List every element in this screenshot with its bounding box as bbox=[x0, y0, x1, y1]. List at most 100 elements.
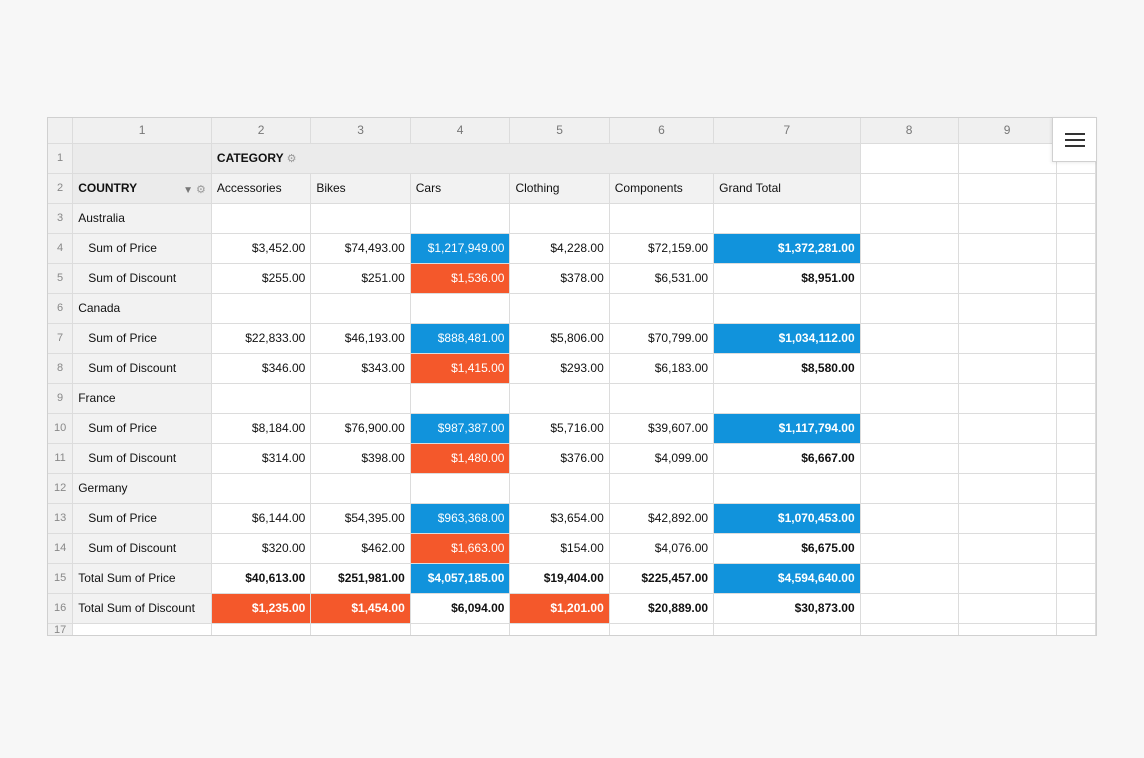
column-header[interactable]: 8 bbox=[860, 118, 959, 144]
grand-total-cell[interactable]: $1,117,794.00 bbox=[713, 413, 861, 444]
empty-cell[interactable] bbox=[609, 473, 715, 504]
category-header-cell[interactable]: CATEGORY ⚙ bbox=[211, 143, 861, 174]
total-row-label[interactable]: Total Sum of Price bbox=[72, 563, 212, 594]
empty-cell[interactable] bbox=[958, 233, 1057, 264]
value-cell[interactable]: $22,833.00 bbox=[211, 323, 312, 354]
empty-cell[interactable] bbox=[609, 203, 715, 234]
empty-cell[interactable] bbox=[1056, 383, 1096, 414]
empty-cell[interactable] bbox=[860, 293, 959, 324]
empty-cell[interactable] bbox=[509, 293, 610, 324]
value-cell[interactable]: $6,183.00 bbox=[609, 353, 715, 384]
value-cell[interactable]: $1,536.00 bbox=[410, 263, 511, 294]
empty-cell[interactable] bbox=[713, 623, 861, 635]
measure-row-label[interactable]: Sum of Price bbox=[72, 413, 212, 444]
empty-cell[interactable] bbox=[1056, 563, 1096, 594]
corner-cell[interactable] bbox=[48, 118, 74, 144]
empty-cell[interactable] bbox=[958, 413, 1057, 444]
empty-cell[interactable] bbox=[310, 473, 411, 504]
value-cell[interactable]: $3,452.00 bbox=[211, 233, 312, 264]
empty-cell[interactable] bbox=[310, 203, 411, 234]
measure-row-label[interactable]: Sum of Price bbox=[72, 233, 212, 264]
row-number[interactable]: 6 bbox=[48, 293, 74, 324]
empty-cell[interactable] bbox=[860, 563, 959, 594]
row-number[interactable]: 5 bbox=[48, 263, 74, 294]
value-cell[interactable]: $378.00 bbox=[509, 263, 610, 294]
row-number[interactable]: 17 bbox=[48, 623, 74, 635]
total-cell[interactable]: $225,457.00 bbox=[609, 563, 715, 594]
empty-cell[interactable] bbox=[860, 353, 959, 384]
row-number[interactable]: 10 bbox=[48, 413, 74, 444]
category-column-header[interactable]: Accessories bbox=[211, 173, 312, 204]
gear-icon[interactable]: ⚙ bbox=[286, 153, 297, 165]
empty-cell[interactable] bbox=[509, 473, 610, 504]
value-cell[interactable]: $293.00 bbox=[509, 353, 610, 384]
empty-cell[interactable] bbox=[310, 623, 411, 635]
column-header[interactable]: 7 bbox=[713, 118, 861, 144]
empty-cell[interactable] bbox=[860, 323, 959, 354]
value-cell[interactable]: $888,481.00 bbox=[410, 323, 511, 354]
value-cell[interactable]: $1,480.00 bbox=[410, 443, 511, 474]
value-cell[interactable]: $8,184.00 bbox=[211, 413, 312, 444]
grand-total-cell[interactable]: $8,580.00 bbox=[713, 353, 861, 384]
empty-cell[interactable] bbox=[958, 293, 1057, 324]
empty-cell[interactable] bbox=[860, 263, 959, 294]
grand-total-cell[interactable]: $1,372,281.00 bbox=[713, 233, 861, 264]
country-row-label[interactable]: France bbox=[72, 383, 212, 414]
empty-cell[interactable] bbox=[860, 623, 959, 635]
empty-cell[interactable] bbox=[860, 593, 959, 624]
empty-cell[interactable] bbox=[609, 383, 715, 414]
empty-cell[interactable] bbox=[958, 533, 1057, 564]
grand-total-cell[interactable]: $8,951.00 bbox=[713, 263, 861, 294]
empty-cell[interactable] bbox=[713, 473, 861, 504]
column-header[interactable]: 2 bbox=[211, 118, 312, 144]
value-cell[interactable]: $54,395.00 bbox=[310, 503, 411, 534]
category-column-header[interactable]: Clothing bbox=[509, 173, 610, 204]
empty-cell[interactable] bbox=[713, 383, 861, 414]
grand-total-cell[interactable]: $1,034,112.00 bbox=[713, 323, 861, 354]
row-number[interactable]: 8 bbox=[48, 353, 74, 384]
empty-cell[interactable] bbox=[860, 413, 959, 444]
value-cell[interactable]: $1,415.00 bbox=[410, 353, 511, 384]
empty-cell[interactable] bbox=[211, 473, 312, 504]
empty-cell[interactable] bbox=[310, 293, 411, 324]
empty-cell[interactable] bbox=[1056, 623, 1096, 635]
measure-row-label[interactable]: Sum of Discount bbox=[72, 443, 212, 474]
grand-total-header[interactable]: Grand Total bbox=[713, 173, 861, 204]
empty-cell[interactable] bbox=[1056, 233, 1096, 264]
country-row-label[interactable]: Germany bbox=[72, 473, 212, 504]
column-header[interactable]: 3 bbox=[310, 118, 411, 144]
value-cell[interactable]: $5,716.00 bbox=[509, 413, 610, 444]
measure-row-label[interactable]: Sum of Price bbox=[72, 323, 212, 354]
column-header[interactable]: 5 bbox=[509, 118, 610, 144]
value-cell[interactable]: $76,900.00 bbox=[310, 413, 411, 444]
empty-cell[interactable] bbox=[958, 323, 1057, 354]
empty-cell[interactable] bbox=[1056, 473, 1096, 504]
empty-cell[interactable] bbox=[1056, 533, 1096, 564]
value-cell[interactable]: $320.00 bbox=[211, 533, 312, 564]
total-cell[interactable]: $19,404.00 bbox=[509, 563, 610, 594]
row-number[interactable]: 11 bbox=[48, 443, 74, 474]
value-cell[interactable]: $987,387.00 bbox=[410, 413, 511, 444]
row-number[interactable]: 12 bbox=[48, 473, 74, 504]
empty-cell[interactable] bbox=[509, 623, 610, 635]
total-cell[interactable]: $1,454.00 bbox=[310, 593, 411, 624]
total-cell[interactable]: $251,981.00 bbox=[310, 563, 411, 594]
value-cell[interactable]: $255.00 bbox=[211, 263, 312, 294]
value-cell[interactable]: $6,144.00 bbox=[211, 503, 312, 534]
grand-total-cell[interactable]: $1,070,453.00 bbox=[713, 503, 861, 534]
empty-cell[interactable] bbox=[1056, 593, 1096, 624]
total-cell[interactable]: $1,235.00 bbox=[211, 593, 312, 624]
row-number[interactable]: 3 bbox=[48, 203, 74, 234]
empty-cell[interactable] bbox=[958, 203, 1057, 234]
value-cell[interactable]: $72,159.00 bbox=[609, 233, 715, 264]
value-cell[interactable]: $376.00 bbox=[509, 443, 610, 474]
value-cell[interactable]: $462.00 bbox=[310, 533, 411, 564]
empty-cell[interactable] bbox=[958, 263, 1057, 294]
row-number[interactable]: 16 bbox=[48, 593, 74, 624]
country-row-label[interactable]: Canada bbox=[72, 293, 212, 324]
total-cell[interactable]: $20,889.00 bbox=[609, 593, 715, 624]
value-cell[interactable]: $3,654.00 bbox=[509, 503, 610, 534]
empty-cell[interactable] bbox=[509, 203, 610, 234]
value-cell[interactable]: $1,663.00 bbox=[410, 533, 511, 564]
empty-cell[interactable] bbox=[211, 293, 312, 324]
